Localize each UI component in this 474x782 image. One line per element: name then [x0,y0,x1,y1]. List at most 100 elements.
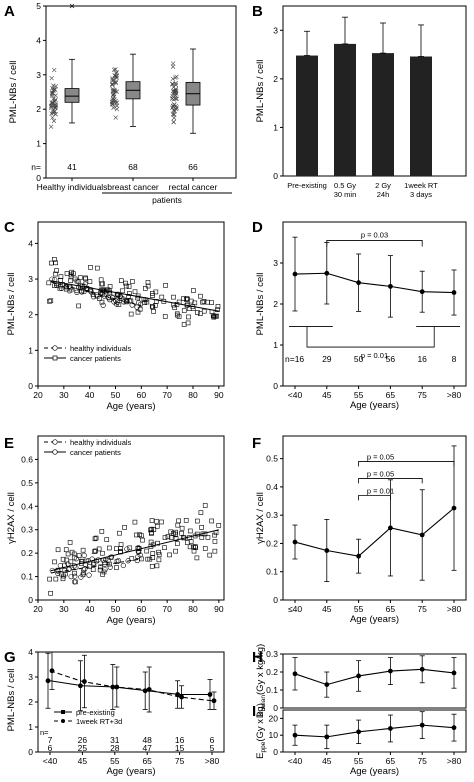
panel-b-errbar-1 [342,16,348,45]
panel-e-ytick-label-6: 0.6 [21,454,33,464]
panel-e-point-healthy-29 [72,573,78,579]
panel-d-ytick-label-2: 2 [273,299,278,309]
panel-e-point-cancer-87 [55,547,61,553]
panel-e-point-cancer-73 [199,525,204,530]
panel-e-point-cancer-155 [150,551,156,556]
panel-b-xlabel-2: 2 Gy [375,181,391,190]
panel-d-n-4: 16 [417,354,427,364]
panel-a-point-1-43 [114,100,120,105]
panel-a-point-0-17 [49,100,54,105]
panel-d-ytick-label-1: 1 [273,340,278,350]
panel-c-point-cancer-98 [191,288,196,293]
panel-b-errbar-2 [380,22,386,54]
panel-c-ytick-label-2: 2 [28,310,33,320]
panel-e-point-cancer-84 [209,518,214,524]
panel-e-point-cancer-68 [117,530,122,536]
panel-g-ytick-label-0: 0 [28,747,33,757]
panel-e-point-cancer-156 [179,530,184,536]
panel-e-xtick-label-3: 50 [111,604,121,614]
panel-i-ytick-label-2: 20 [269,713,279,723]
panel-e-point-cancer-81 [53,576,59,582]
panel-d-p-bottom: p = 0.01 [361,351,388,360]
panel-i-series-point-1 [324,734,330,740]
panel-i-xtick-label-0: <40 [288,756,303,766]
panel-a-point-2-43 [173,88,179,94]
panel-e-ytick-label-4: 0.4 [21,501,33,511]
panel-h-series-point-2 [356,673,361,679]
panel-a-point-1-26 [113,67,118,72]
panel-e-point-cancer-46 [179,525,185,531]
panel-e-point-healthy-3 [73,556,79,562]
panel-c-point-cancer-46 [145,283,151,289]
panel-c-point-cancer-159 [83,276,88,282]
panel-g-rt-point-0 [49,668,55,674]
panel-f-ytick-label-3: 0.3 [266,510,278,520]
panel-c-point-cancer-171 [68,274,74,280]
panel-c-point-cancer-168 [181,296,186,301]
panel-c-point-cancer-163 [201,308,207,314]
panel-c-point-cancer-167 [69,269,74,275]
panel-c-point-cancer-75 [64,271,70,276]
panel-h-series-point-0 [292,671,298,677]
panel-e-legend-marker-0 [52,439,58,445]
panel-c-point-cancer-140 [210,313,216,318]
panel-b-bar-0 [296,55,318,176]
panel-a-point-1-36 [110,76,115,81]
panel-e-point-cancer-128 [149,563,155,569]
panel-f-xlabel: Age (years) [350,614,399,625]
panel-c-point-cancer-85 [95,265,100,271]
panel-e-point-cancer-165 [154,518,159,524]
panel-g-n-rt-0: 6 [48,743,53,753]
panel-e-frame [37,435,225,601]
panel-a-point-2-8 [171,115,177,121]
panel-a-point-1-22 [114,69,119,75]
panel-e-point-cancer-119 [149,518,155,523]
panel-d-series-point-5 [451,290,457,295]
panel-g-n-rt-2: 28 [110,743,120,753]
panel-c-point-cancer-155 [214,313,219,319]
panel-g-legend-marker-1 [61,719,65,723]
panel-h-frame [282,653,467,709]
panel-e-xlabel: Age (years) [106,615,155,626]
panel-e-point-cancer-114 [94,558,99,564]
panel-e-point-cancer-120 [52,559,57,565]
panel-c-point-cancer-95 [48,260,54,266]
panel-c-point-cancer-124 [132,289,138,295]
panel-a-point-0-30 [51,110,56,116]
panel-a-point-2-39 [171,84,176,90]
panel-e-point-cancer-131 [156,549,161,555]
panel-h-series-line [294,668,455,686]
panel-c-point-cancer-146 [185,320,191,326]
panel-c-point-cancer-156 [94,293,100,299]
panel-c-point-healthy-18 [100,302,106,308]
panel-a-ytick-label-1: 1 [36,139,41,149]
panel-d-series-point-1 [324,270,330,276]
panel-e-point-healthy-36 [68,574,74,580]
panel-g-xtick-label-4: 75 [175,756,185,766]
panel-e-point-cancer-110 [92,536,98,542]
panel-a-ytick-label-4: 4 [36,35,41,45]
panel-a-frame [45,5,237,179]
panel-d-xtick-label-1: 45 [322,390,332,400]
panel-e-point-cancer-166 [64,557,69,563]
panel-e-point-cancer-179 [81,570,87,576]
panel-a-point-1-16 [113,115,118,120]
panel-d-xtick-label-4: 75 [417,390,427,400]
panel-e-point-cancer-111 [134,532,139,538]
panel-c-point-healthy-34 [110,295,116,301]
panel-c-point-cancer-123 [145,280,151,285]
panel-c-point-cancer-54 [120,288,125,294]
panel-b-errbar-3 [418,24,424,57]
panel-a-ytick-label-0: 0 [36,173,41,183]
panel-c-point-cancer-142 [126,284,132,289]
panel-e-point-cancer-137 [93,548,98,554]
panel-f-series-point-5 [451,505,457,511]
panel-a-point-1-42 [114,73,119,79]
panel-e-point-cancer-115 [122,525,127,530]
panel-d-n-3: 56 [386,354,396,364]
panel-a-point-0-33 [49,103,54,109]
panel-h-ytick-label-0: 0 [273,703,278,713]
panel-e-point-cancer-88 [216,523,222,528]
panel-c-point-cancer-178 [114,291,120,297]
panel-e-point-cancer-142 [198,510,204,515]
